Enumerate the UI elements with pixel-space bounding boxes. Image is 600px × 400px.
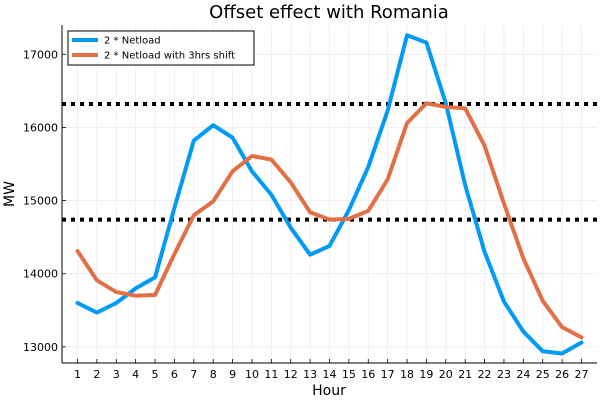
x-tick-label: 21 <box>458 368 472 381</box>
y-tick-label: 16000 <box>23 121 58 134</box>
x-tick-label: 20 <box>439 368 453 381</box>
x-tick-label: 16 <box>361 368 375 381</box>
x-tick-label: 11 <box>264 368 278 381</box>
x-ticks: 1 2 3 4 5 6 7 8 9 10 11 12 13 14 15 16 17 18 19 20 21 22 23 24 2… <box>74 359 588 381</box>
x-tick-label: 23 <box>497 368 511 381</box>
x-tick-label: 6 <box>171 368 178 381</box>
y-tick-label: 15000 <box>23 195 58 208</box>
legend-box <box>67 30 255 66</box>
x-tick-label: 4 <box>132 368 139 381</box>
x-tick-label: 18 <box>400 368 414 381</box>
x-tick-label: 12 <box>284 368 298 381</box>
x-tick-label: 3 <box>113 368 120 381</box>
x-tick-label: 22 <box>478 368 492 381</box>
x-tick-label: 26 <box>555 368 569 381</box>
x-tick-label: 15 <box>342 368 356 381</box>
x-tick-label: 9 <box>229 368 236 381</box>
y-axis-label: MW <box>2 181 18 207</box>
legend-entry-0: 2 * Netload <box>104 36 161 47</box>
x-tick-label: 24 <box>516 368 530 381</box>
x-tick-label: 13 <box>303 368 317 381</box>
series-line-0 <box>75 33 584 356</box>
series-lines <box>75 33 584 356</box>
legend: 2 * Netload 2 * Netload with 3hrs shift <box>67 30 255 66</box>
chart-title: Offset effect with Romania <box>209 2 449 23</box>
x-tick-label: 8 <box>210 368 217 381</box>
x-tick-label: 25 <box>536 368 550 381</box>
series-line-1 <box>75 101 584 340</box>
x-tick-label: 17 <box>381 368 395 381</box>
x-tick-label: 10 <box>245 368 259 381</box>
x-tick-label: 1 <box>74 368 81 381</box>
x-tick-label: 27 <box>574 368 588 381</box>
x-tick-label: 5 <box>152 368 159 381</box>
x-tick-label: 19 <box>419 368 433 381</box>
x-axis-label: Hour <box>312 383 346 399</box>
legend-entry-1: 2 * Netload with 3hrs shift <box>104 51 235 62</box>
y-tick-label: 13000 <box>23 341 58 354</box>
x-tick-label: 2 <box>93 368 100 381</box>
y-tick-label: 17000 <box>23 48 58 61</box>
x-tick-label: 14 <box>323 368 337 381</box>
y-tick-label: 14000 <box>23 268 58 281</box>
x-tick-label: 7 <box>190 368 197 381</box>
y-ticks: 13000 14000 15000 16000 17000 <box>23 48 66 354</box>
